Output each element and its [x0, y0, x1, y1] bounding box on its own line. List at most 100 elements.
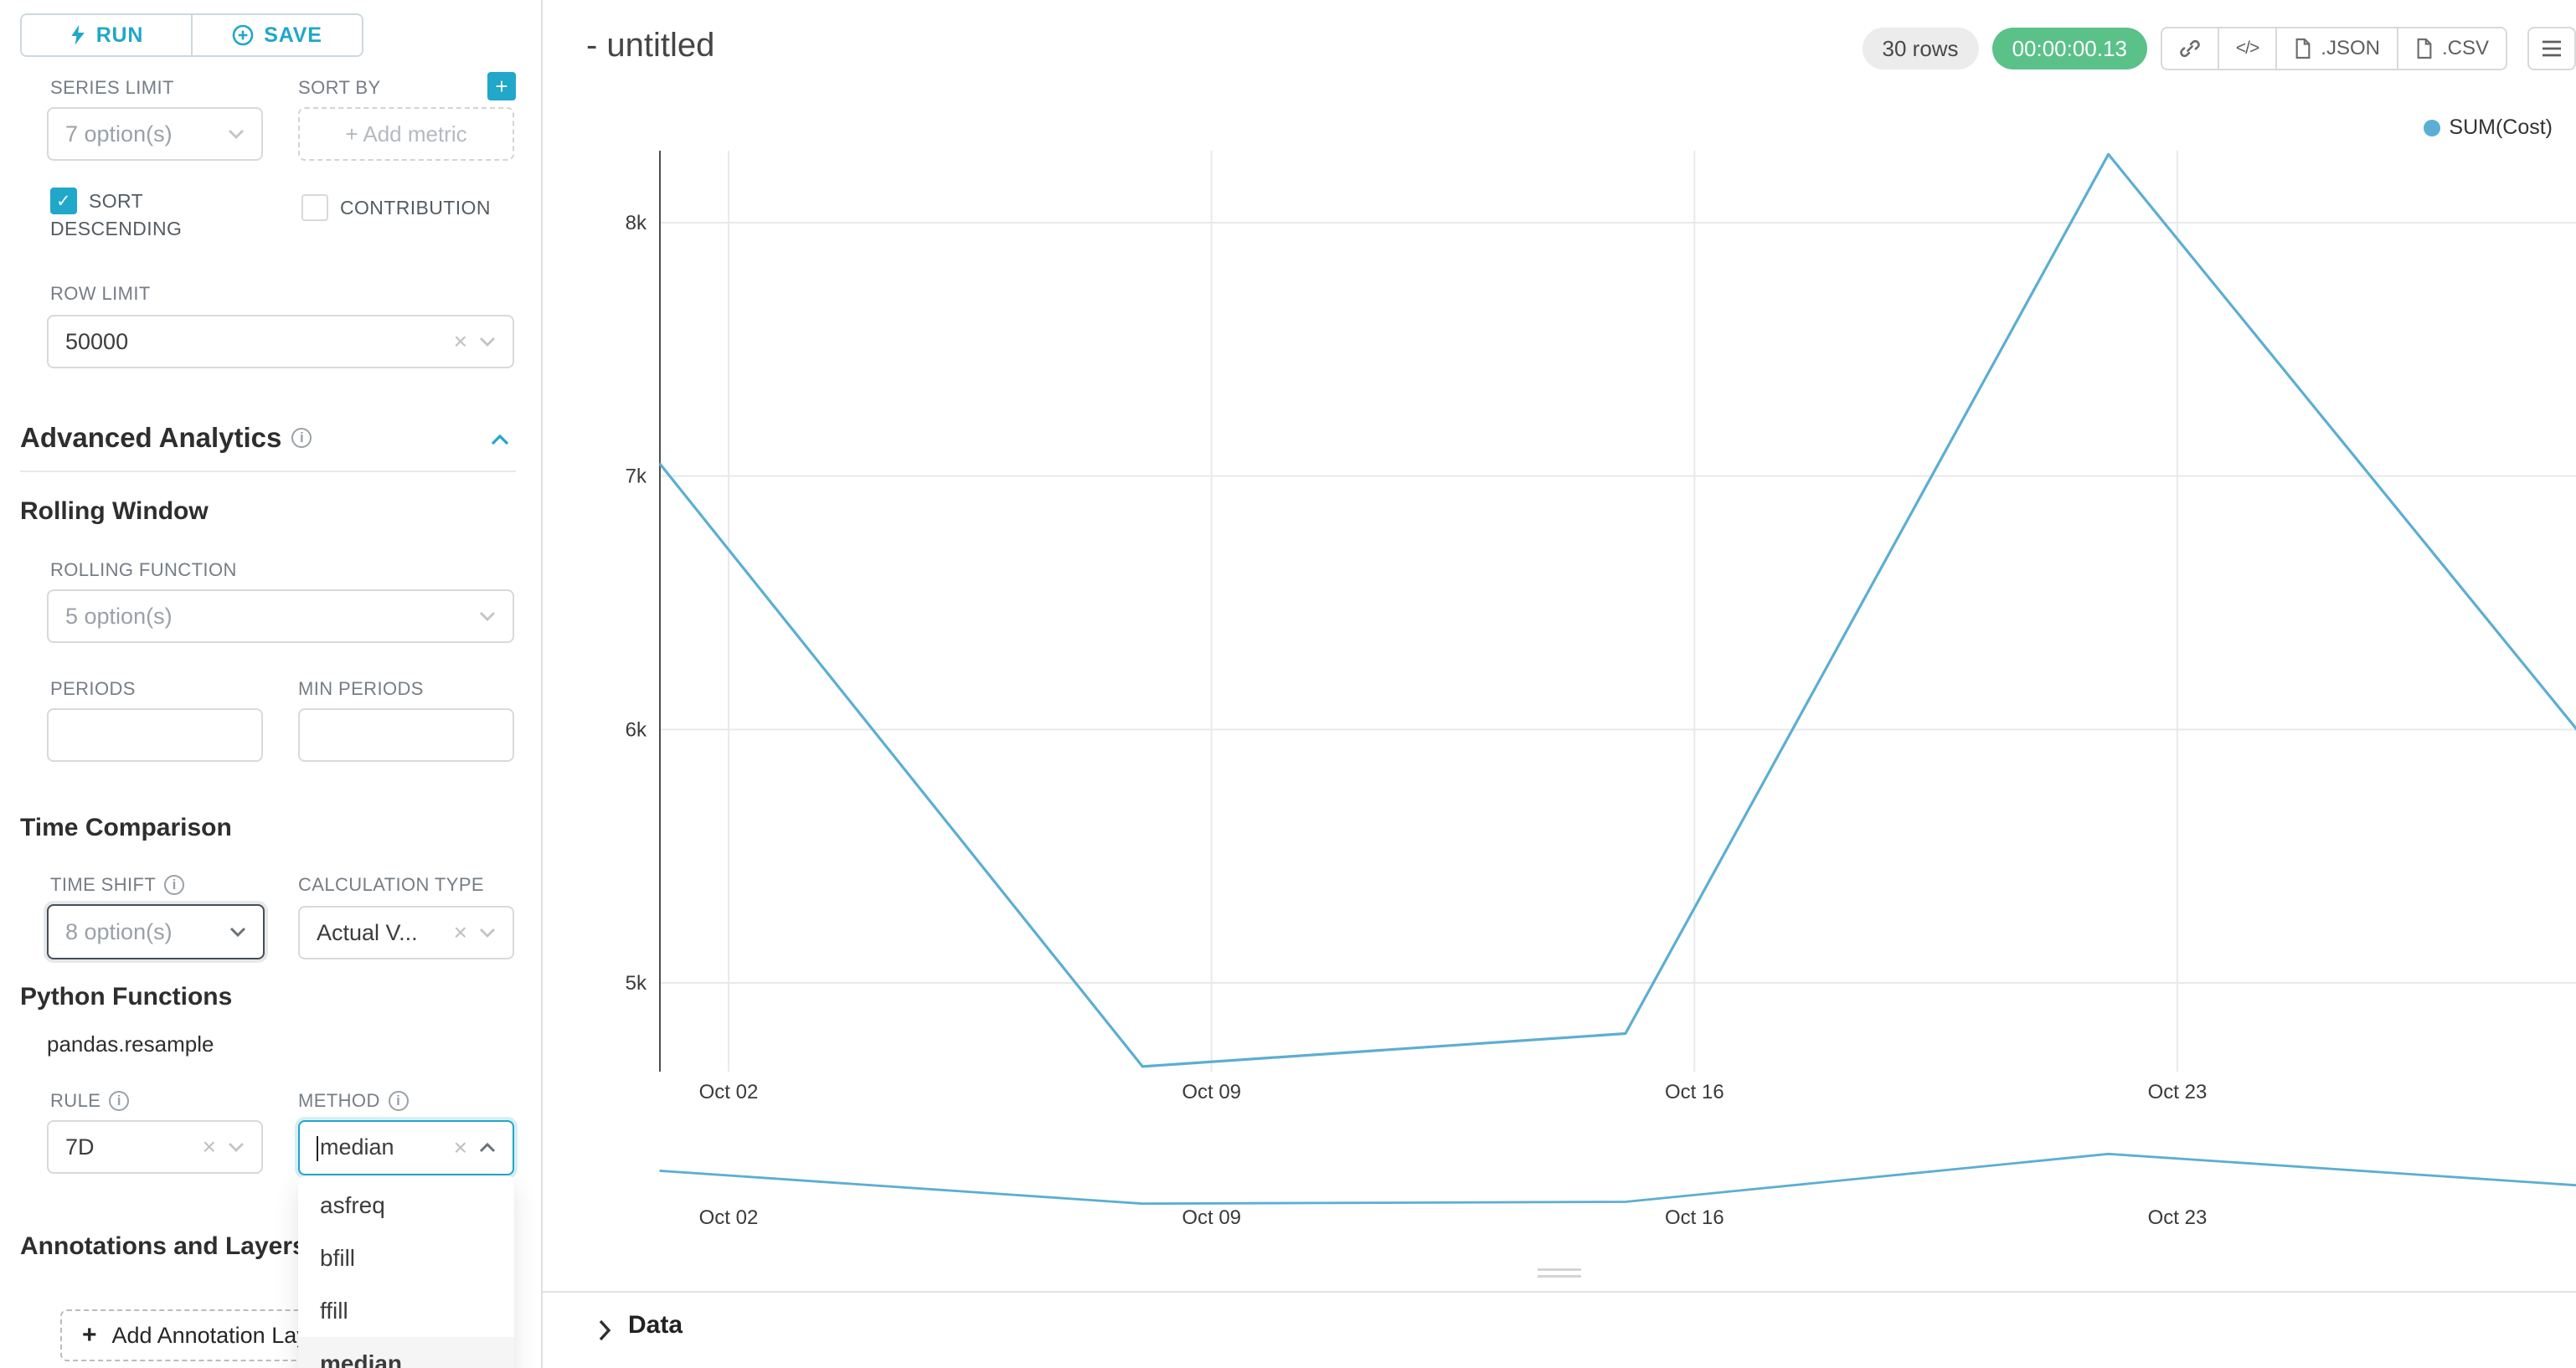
annotations-title: Annotations and Layers [20, 1232, 307, 1260]
advanced-analytics-header[interactable]: Advanced Analytics i [20, 422, 312, 454]
calculation-type-select[interactable]: Actual V... × [298, 906, 514, 959]
clear-icon[interactable]: × [202, 1134, 216, 1160]
save-label: SAVE [264, 23, 322, 47]
rule-label: RULE i [50, 1090, 130, 1112]
contribution-label: CONTRIBUTION [340, 197, 491, 219]
rolling-function-value: 5 option(s) [65, 603, 173, 629]
line-chart[interactable]: 5k 6k 7k 8k Oct 02 Oct 02 Oct 09 Oct 09 Oct 16 Oc… [543, 0, 2576, 1247]
file-icon [2295, 38, 2311, 59]
chevron-down-icon [229, 130, 244, 139]
legend-label: SUM(Cost) [2449, 116, 2553, 139]
data-panel-toggle[interactable]: Data [543, 1291, 2576, 1368]
svg-text:Oct 02: Oct 02 [699, 1081, 759, 1103]
python-functions-title: Python Functions [20, 983, 233, 1011]
contribution-checkbox[interactable]: CONTRIBUTION [301, 194, 523, 222]
sort-by-add-metric[interactable]: + Add metric [298, 107, 514, 161]
info-icon: i [164, 875, 185, 895]
lightning-icon [71, 25, 85, 45]
menu-icon [2543, 40, 2561, 57]
svg-text:Oct 09: Oct 09 [1182, 1081, 1241, 1103]
timer-badge: 00:00:00.13 [1991, 28, 2147, 69]
svg-text:Oct 02: Oct 02 [699, 1206, 759, 1229]
data-panel-title: Data [628, 1311, 683, 1339]
export-json-button[interactable]: .JSON [2275, 27, 2398, 70]
chart-legend[interactable]: SUM(Cost) [2424, 116, 2553, 140]
checkbox-unchecked-icon[interactable] [301, 194, 328, 221]
plus-icon: + [82, 1321, 97, 1349]
time-shift-value: 8 option(s) [65, 918, 173, 944]
method-option-median[interactable]: median [298, 1337, 514, 1368]
chart-header-actions: 30 rows 00:00:00.13 </> [1862, 27, 2576, 70]
sort-descending-checkbox[interactable]: ✓ SORT DESCENDING [50, 188, 258, 243]
export-csv-button[interactable]: .CSV [2396, 27, 2507, 70]
method-select[interactable]: median × [298, 1120, 514, 1175]
file-icon [2417, 38, 2432, 59]
checkbox-checked-icon[interactable]: ✓ [50, 188, 77, 214]
method-dropdown-menu: asfreq bfill ffill median [298, 1175, 514, 1368]
clear-icon[interactable]: × [453, 328, 467, 354]
chevron-down-icon [229, 927, 246, 937]
button-divider [191, 15, 193, 55]
plus-circle-icon [232, 24, 254, 46]
rolling-function-select[interactable]: 5 option(s) [47, 589, 514, 643]
run-save-group: RUN SAVE [20, 13, 363, 57]
info-icon: i [109, 1091, 130, 1111]
series-limit-value: 7 option(s) [65, 121, 173, 147]
add-metric-placeholder: + Add metric [345, 121, 467, 147]
advanced-analytics-title: Advanced Analytics [20, 422, 282, 453]
add-metric-plus-button[interactable]: + [487, 72, 516, 100]
row-count-badge: 30 rows [1862, 28, 1979, 69]
svg-text:Oct 16: Oct 16 [1665, 1081, 1724, 1103]
periods-label: PERIODS [50, 678, 136, 699]
section-divider [20, 471, 516, 472]
panel-resize-handle[interactable] [1538, 1264, 1581, 1282]
row-limit-select[interactable]: 50000 × [47, 315, 514, 368]
time-shift-select[interactable]: 8 option(s) [47, 904, 265, 959]
min-periods-label: MIN PERIODS [298, 678, 424, 699]
export-csv-label: .CSV [2441, 37, 2489, 59]
method-option-ffill[interactable]: ffill [320, 1298, 348, 1324]
run-label: RUN [95, 23, 144, 47]
min-periods-input[interactable] [298, 708, 514, 762]
legend-dot [2424, 119, 2441, 136]
control-panel: RUN SAVE SERIES LIMIT SORT BY + 7 option… [0, 0, 543, 1368]
svg-text:8k: 8k [626, 212, 647, 234]
add-annotation-label: Add Annotation Layer [111, 1322, 328, 1348]
svg-text:6k: 6k [626, 718, 647, 741]
method-label: METHOD i [298, 1090, 409, 1112]
save-button[interactable]: SAVE [193, 15, 362, 55]
chevron-down-icon [480, 928, 495, 938]
series-limit-label: SERIES LIMIT [50, 77, 174, 98]
svg-text:Oct 23: Oct 23 [2148, 1206, 2208, 1229]
text-cursor [317, 1135, 318, 1161]
periods-input[interactable] [47, 708, 263, 762]
svg-text:7k: 7k [626, 465, 647, 488]
chevron-up-icon[interactable] [491, 434, 509, 445]
method-option-asfreq[interactable]: asfreq [320, 1192, 385, 1218]
chevron-down-icon [229, 1143, 244, 1152]
copy-link-button[interactable] [2160, 27, 2219, 70]
svg-text:Oct 16: Oct 16 [1665, 1206, 1724, 1229]
run-button[interactable]: RUN [22, 15, 191, 55]
code-icon: </> [2235, 39, 2259, 58]
menu-button[interactable] [2527, 27, 2576, 70]
row-limit-label: ROW LIMIT [50, 283, 151, 304]
time-comparison-title: Time Comparison [20, 814, 232, 841]
sort-by-label: SORT BY [298, 77, 381, 98]
python-function-name: pandas.resample [47, 1031, 214, 1057]
rule-value: 7D [65, 1134, 95, 1160]
clear-icon[interactable]: × [453, 919, 467, 945]
rolling-window-title: Rolling Window [20, 497, 209, 525]
chevron-down-icon [480, 337, 495, 347]
embed-code-button[interactable]: </> [2217, 27, 2278, 70]
sort-descending-label: SORT DESCENDING [50, 190, 183, 239]
method-option-bfill[interactable]: bfill [320, 1245, 356, 1271]
series-limit-select[interactable]: 7 option(s) [47, 107, 263, 161]
clear-icon[interactable]: × [453, 1134, 467, 1160]
info-icon: i [388, 1091, 409, 1111]
chevron-down-icon [480, 612, 495, 621]
svg-text:Oct 09: Oct 09 [1182, 1206, 1241, 1229]
rule-select[interactable]: 7D × [47, 1120, 263, 1174]
row-limit-value: 50000 [65, 328, 129, 354]
